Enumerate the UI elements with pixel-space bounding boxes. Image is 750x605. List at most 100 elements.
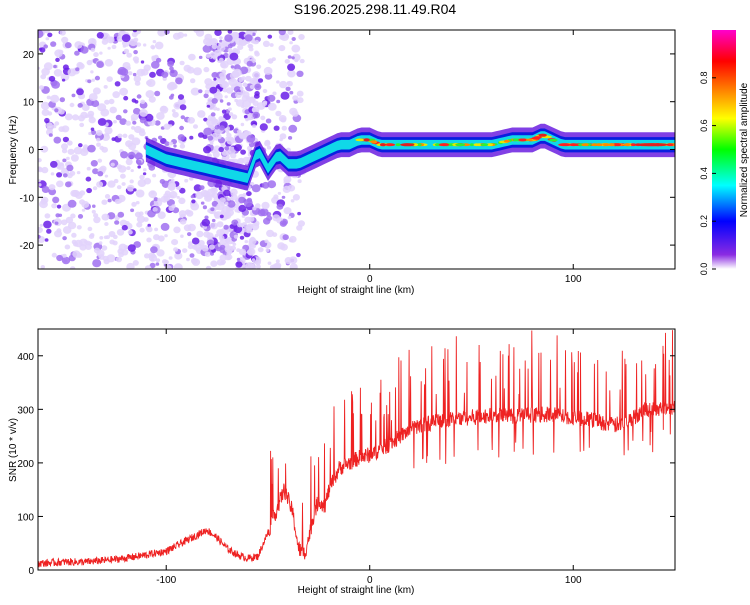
noise-blob [79,122,85,128]
noise-blob [245,96,250,101]
noise-blob [187,232,192,237]
noise-blob [38,183,42,187]
noise-blob [125,120,132,126]
noise-blob [151,253,157,259]
noise-blob [223,113,231,120]
noise-blob [267,34,273,39]
y-tick-label: -10 [20,193,35,204]
noise-blob [126,166,131,171]
noise-blob [281,195,286,199]
noise-blob [90,70,94,74]
ridge-core [531,137,541,140]
noise-blob [92,87,101,95]
noise-blob [279,133,287,140]
noise-blob [209,38,218,46]
noise-blob [41,186,50,193]
noise-blob [136,221,143,228]
noise-blob [60,219,68,226]
noise-blob [202,205,207,210]
noise-blob [39,85,44,90]
noise-blob [114,220,120,225]
noise-blob [253,93,260,99]
noise-blob [238,31,247,40]
noise-blob [41,166,49,174]
noise-blob [216,229,225,237]
noise-blob [246,60,253,67]
noise-blob [245,117,249,122]
noise-blob [173,226,181,234]
noise-blob [150,191,155,195]
spectrogram-marks [38,30,675,269]
noise-blob [61,148,68,154]
noise-blob [226,137,235,145]
noise-blob [46,95,51,100]
noise-blob [248,114,252,118]
noise-blob [148,96,156,103]
noise-blob [242,193,247,197]
noise-blob [61,36,69,44]
noise-blob [59,97,65,103]
noise-blob [72,250,81,258]
noise-blob [43,44,48,49]
y-tick-label: -20 [20,241,35,252]
noise-blob [251,258,256,262]
noise-blob [289,263,298,269]
noise-blob [164,234,168,238]
noise-blob [135,189,145,198]
noise-blob [117,66,127,75]
noise-blob [227,48,233,53]
x-tick-label: -100 [156,575,176,586]
noise-blob [182,248,188,254]
noise-blob [177,94,185,100]
ridge-core [469,143,474,147]
noise-blob [266,145,272,150]
noise-blob [254,203,261,209]
noise-blob [210,260,218,268]
noise-blob [183,224,192,232]
snr-ticks: -100 0 100 0 100 200 300 400 [17,329,675,586]
noise-blob [158,135,163,140]
noise-blob [286,81,291,85]
noise-blob [116,185,122,190]
noise-blob [58,108,65,115]
noise-blob [92,259,102,268]
noise-blob [48,188,57,196]
noise-blob [97,103,107,112]
noise-blob [62,226,72,234]
noise-blob [239,66,249,75]
noise-blob [133,107,141,115]
noise-blob [155,262,160,266]
ridge-core [581,143,589,147]
noise-blob [92,168,99,175]
noise-blob [252,111,260,119]
noise-blob [234,64,241,71]
noise-blob [218,235,225,241]
noise-blob [127,151,136,159]
noise-blob [149,71,156,78]
noise-blob [292,95,299,101]
noise-blob [143,43,147,47]
ridge-core [476,143,482,147]
noise-blob [115,256,122,263]
noise-blob [251,32,256,37]
noise-blob [246,191,252,197]
noise-blob [216,221,224,228]
noise-blob [163,259,169,265]
noise-blob [254,51,260,57]
noise-blob [250,263,255,267]
noise-blob [173,144,177,148]
noise-blob [44,213,51,219]
noise-blob [233,144,242,152]
noise-blob [252,124,257,128]
noise-blob [50,172,55,176]
noise-blob [228,107,232,111]
noise-blob [125,158,133,166]
noise-blob [54,121,60,126]
noise-blob [104,222,109,226]
noise-blob [97,171,104,177]
noise-blob [191,199,196,204]
noise-blob [91,209,96,214]
noise-blob [73,146,83,155]
ridge-band-blue [145,128,675,186]
noise-blob [77,214,84,219]
